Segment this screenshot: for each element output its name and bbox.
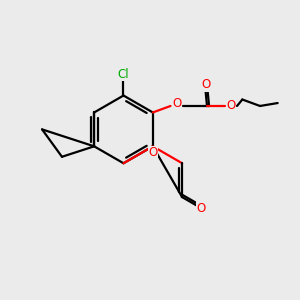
Text: O: O bbox=[226, 100, 236, 112]
Text: O: O bbox=[148, 146, 158, 159]
Text: O: O bbox=[201, 78, 210, 91]
Text: O: O bbox=[172, 97, 182, 110]
Text: O: O bbox=[196, 202, 206, 214]
Text: Cl: Cl bbox=[118, 68, 129, 80]
